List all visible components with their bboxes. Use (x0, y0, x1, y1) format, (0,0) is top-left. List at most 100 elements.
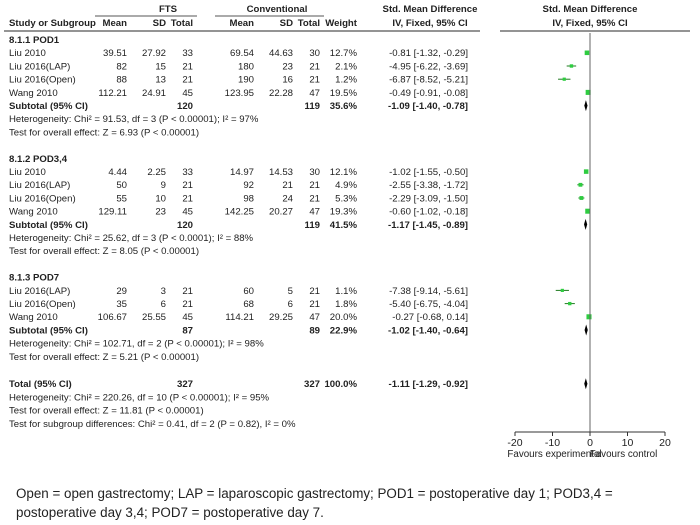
fts-mean: 129.11 (98, 207, 127, 218)
total-diamond (584, 378, 588, 390)
conventional-total: 21 (309, 193, 320, 204)
conventional-mean: 14.97 (230, 167, 254, 178)
subtotal-diamond (584, 100, 588, 112)
fts-sd: 27.92 (142, 48, 166, 59)
conventional-total: 21 (309, 286, 320, 297)
conventional-sd: 21 (282, 180, 293, 191)
subgroup-label: 8.1.3 POD7 (9, 273, 59, 284)
total-label: Total (95% CI) (9, 379, 72, 390)
fts-sd: 9 (161, 180, 166, 191)
fts-total: 21 (182, 299, 193, 310)
point-estimate (585, 89, 591, 95)
conventional-total: 21 (309, 61, 320, 72)
study-ci: -2.55 [-3.38, -1.72] (389, 180, 468, 191)
total-fts-total: 327 (177, 379, 193, 390)
point-estimate (584, 50, 590, 56)
study-name: Liu 2010 (9, 167, 46, 178)
conventional-mean: 180 (238, 61, 254, 72)
study-name: Wang 2010 (9, 207, 58, 218)
study-ci: -2.29 [-3.09, -1.50] (389, 193, 468, 204)
subtotal-weight: 35.6% (330, 101, 358, 112)
conventional-mean: 123.95 (225, 88, 254, 99)
study-ci: -0.49 [-0.91, -0.08] (389, 88, 468, 99)
point-estimate (586, 314, 592, 320)
study-name: Liu 2016(Open) (9, 75, 76, 86)
study-name: Wang 2010 (9, 312, 58, 323)
subtotal-fts-total: 120 (177, 220, 193, 231)
conventional-sd: 22.28 (269, 88, 293, 99)
header-sd-conventional: SD (280, 18, 293, 29)
header-mean-conventional: Mean (229, 18, 254, 29)
conventional-sd: 16 (282, 75, 293, 86)
conventional-mean: 68 (243, 299, 254, 310)
study-weight: 20.0% (330, 312, 358, 323)
subtotal-label: Subtotal (95% CI) (9, 220, 88, 231)
subtotal-label: Subtotal (95% CI) (9, 101, 88, 112)
fts-sd: 23 (155, 207, 166, 218)
fts-mean: 50 (116, 180, 127, 191)
study-ci: -0.27 [-0.68, 0.14] (392, 312, 468, 323)
point-estimate (585, 208, 591, 214)
point-estimate (562, 77, 566, 81)
conventional-mean: 60 (243, 286, 254, 297)
fts-mean: 39.51 (103, 48, 127, 59)
fts-mean: 112.21 (98, 88, 127, 99)
conventional-total: 30 (309, 167, 320, 178)
study-weight: 19.3% (330, 207, 358, 218)
subgroup-overall-effect: Test for overall effect: Z = 8.05 (P < 0… (9, 246, 199, 257)
point-estimate (578, 182, 583, 187)
conventional-sd: 20.27 (269, 207, 293, 218)
conventional-total: 47 (309, 312, 320, 323)
subtotal-ci: -1.17 [-1.45, -0.89] (388, 220, 468, 231)
header-effect-method-left: IV, Fixed, 95% CI (392, 18, 468, 29)
point-estimate (579, 196, 584, 200)
fts-total: 33 (182, 167, 193, 178)
footer-line: Heterogeneity: Chi² = 220.26, df = 10 (P… (9, 392, 270, 403)
fts-mean: 4.44 (108, 167, 127, 178)
study-name: Wang 2010 (9, 88, 58, 99)
x-tick-label: 0 (587, 437, 593, 449)
subtotal-conventional-total: 89 (309, 325, 320, 336)
study-ci: -0.81 [-1.32, -0.29] (389, 48, 468, 59)
fts-sd: 2.25 (147, 167, 166, 178)
fts-total: 21 (182, 286, 193, 297)
fts-mean: 35 (116, 299, 127, 310)
fts-mean: 88 (116, 75, 127, 86)
subtotal-fts-total: 87 (182, 325, 193, 336)
study-name: Liu 2016(LAP) (9, 61, 70, 72)
conventional-sd: 44.63 (269, 48, 293, 59)
header-total-conventional: Total (298, 18, 320, 29)
conventional-total: 47 (309, 88, 320, 99)
conventional-sd: 6 (288, 299, 293, 310)
fts-sd: 15 (155, 61, 166, 72)
x-tick-label: -20 (507, 437, 522, 449)
study-weight: 1.2% (335, 75, 357, 86)
fts-mean: 82 (116, 61, 127, 72)
header-mean-fts: Mean (102, 18, 127, 29)
conventional-sd: 29.25 (269, 312, 293, 323)
conventional-total: 30 (309, 48, 320, 59)
conventional-sd: 5 (288, 286, 293, 297)
point-estimate (583, 169, 589, 174)
x-tick-label: 20 (659, 437, 671, 449)
study-name: Liu 2016(Open) (9, 299, 76, 310)
fts-total: 45 (182, 312, 193, 323)
study-weight: 1.8% (335, 299, 357, 310)
study-ci: -4.95 [-6.22, -3.69] (389, 61, 468, 72)
total-weight: 100.0% (324, 379, 357, 390)
header-effect-method-right: IV, Fixed, 95% CI (552, 18, 628, 29)
subtotal-label: Subtotal (95% CI) (9, 325, 88, 336)
subtotal-ci: -1.09 [-1.40, -0.78] (388, 101, 468, 112)
study-ci: -0.60 [-1.02, -0.18] (389, 207, 468, 218)
fts-mean: 106.67 (98, 312, 127, 323)
conventional-mean: 190 (238, 75, 254, 86)
conventional-total: 21 (309, 75, 320, 86)
point-estimate (560, 288, 564, 292)
fts-total: 45 (182, 207, 193, 218)
header-study: Study or Subgroup (9, 18, 96, 29)
fts-total: 45 (182, 88, 193, 99)
study-name: Liu 2016(Open) (9, 193, 76, 204)
subtotal-weight: 41.5% (330, 220, 358, 231)
conventional-total: 21 (309, 180, 320, 191)
conventional-total: 21 (309, 299, 320, 310)
